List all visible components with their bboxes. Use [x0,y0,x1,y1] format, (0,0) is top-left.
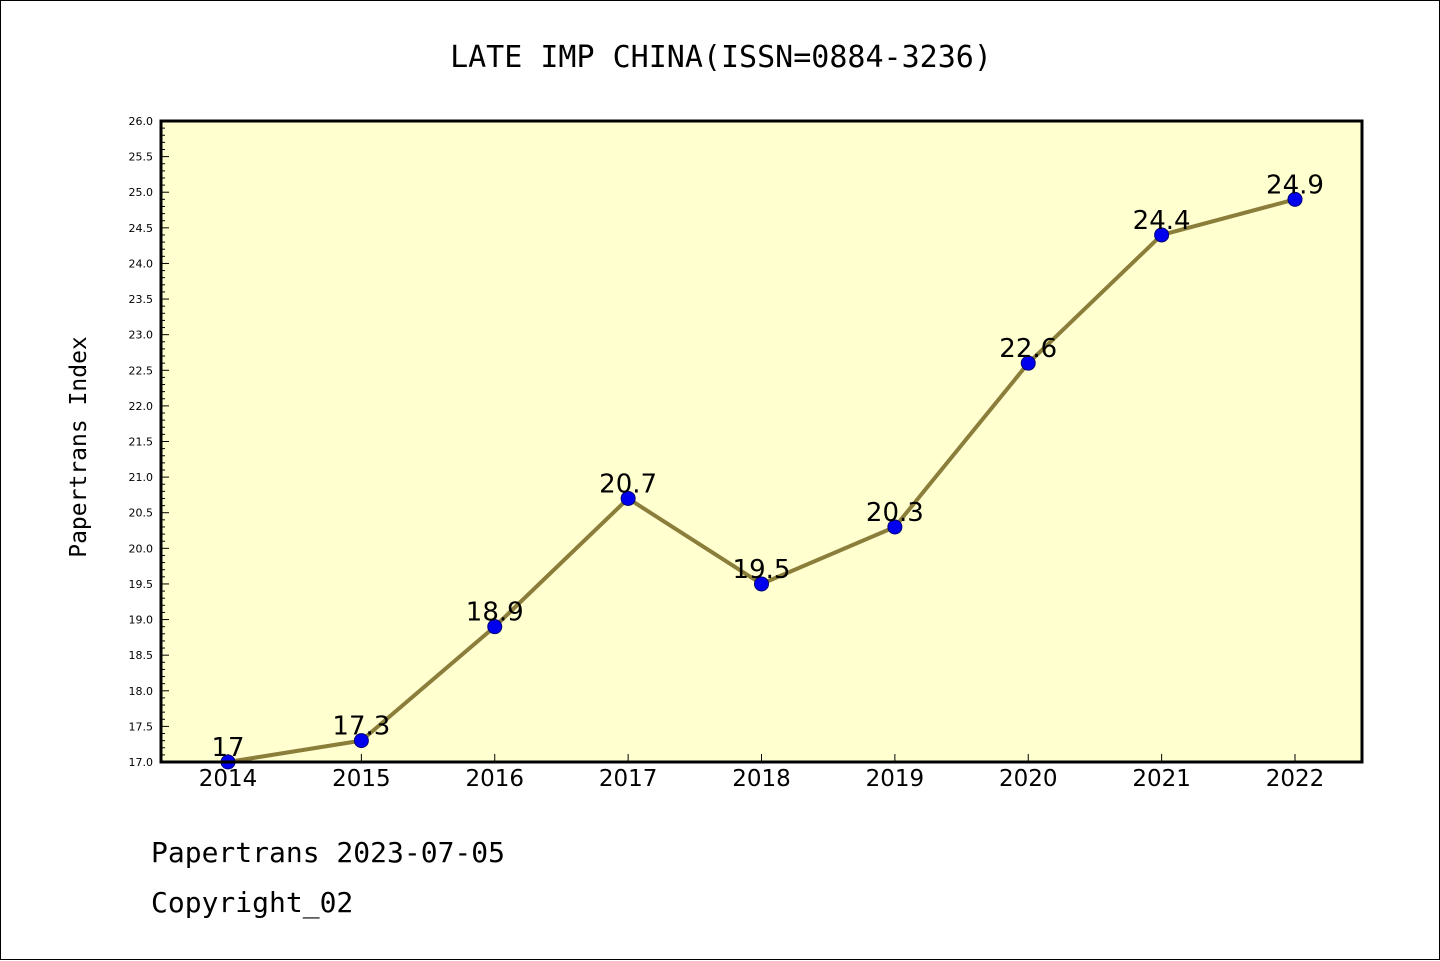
chart-title: LATE IMP CHINA(ISSN=0884-3236) [450,40,992,75]
y-tick-label: 24.0 [129,257,154,270]
y-tick-label: 20.5 [129,507,154,520]
x-tick-label: 2021 [1132,766,1191,792]
x-tick-label: 2022 [1266,766,1325,792]
y-tick-label: 22.5 [129,364,154,377]
data-point [1154,227,1170,243]
y-axis-label: Papertrans Index [66,336,92,558]
footer-date: Papertrans 2023-07-05 [151,836,506,869]
x-tick-label: 2016 [465,766,524,792]
data-point [620,490,636,506]
y-tick-label: 23.0 [129,329,154,342]
x-tick-label: 2017 [599,766,658,792]
data-point [1287,191,1303,207]
y-tick-label: 20.0 [129,542,154,555]
data-label: 19.5 [733,555,791,585]
y-tick-label: 23.5 [129,293,154,306]
y-tick-label: 21.0 [129,471,154,484]
x-tick-label: 2018 [732,766,791,792]
data-label: 22.6 [999,334,1057,364]
x-tick-label: 2020 [999,766,1058,792]
x-tick-label: 2019 [866,766,925,792]
y-tick-label: 17.0 [129,756,154,769]
data-point [487,619,503,635]
y-tick-label: 19.0 [129,614,154,627]
plot-border [159,119,1364,764]
data-labels-group: 17 17.3 18.9 20.7 19.5 20.3 22.6 24.4 24.9 [211,170,1323,763]
y-tick-label: 21.5 [129,436,154,449]
y-tick-label: 24.5 [129,222,154,235]
x-tick-label: 2015 [332,766,391,792]
y-tick-label: 25.5 [129,151,154,164]
data-point [1020,355,1036,371]
data-label: 20.7 [599,469,657,499]
footer-copyright: Copyright_02 [151,886,354,919]
y-tick-label: 18.5 [129,649,154,662]
y-tick-label: 19.5 [129,578,154,591]
data-label: 18.9 [466,598,524,628]
data-label: 17 [211,733,244,763]
y-tick-label: 26.0 [129,115,154,128]
data-point [754,576,769,592]
data-points-group [220,191,1303,770]
x-tick-label: 2014 [199,766,258,792]
data-label: 17.3 [332,712,390,742]
data-label: 20.3 [866,498,924,528]
data-point [353,733,369,749]
y-tick-label: 17.5 [129,720,154,733]
y-tick-label: 25.0 [129,186,154,199]
data-point [887,519,903,535]
y-tick-label: 22.0 [129,400,154,413]
data-label: 24.9 [1266,170,1324,200]
data-label: 24.4 [1133,206,1191,236]
y-tick-label: 18.0 [129,685,154,698]
